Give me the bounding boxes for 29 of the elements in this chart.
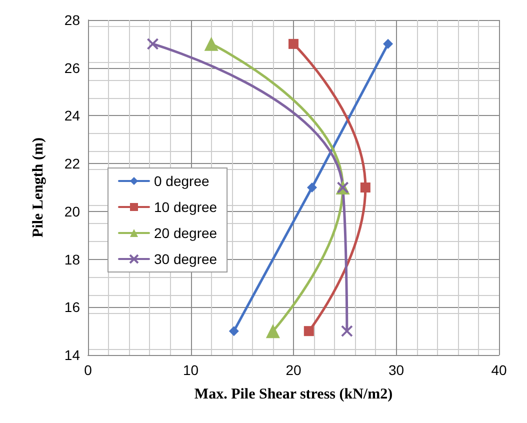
point [146,38,159,50]
x-tick-label: 30 [388,362,404,378]
y-tick-label: 28 [64,12,80,28]
legend-label: 30 degree [154,251,218,267]
legend-label: 0 degree [154,173,210,189]
point [306,182,317,192]
point [304,326,314,336]
point [266,324,280,338]
legend-label: 10 degree [154,199,218,215]
y-tick-label: 18 [64,251,80,268]
x-tick-label: 40 [491,362,507,378]
y-axis-title: Pile Length (m) [30,138,46,238]
y-tick-label: 16 [64,299,80,316]
point [228,326,239,336]
point [360,182,370,192]
x-axis-title: Max. Pile Shear stress (kN/m2) [194,386,393,402]
x-tick-label: 10 [182,362,199,378]
legend-label: 20 degree [154,225,218,241]
y-tick-label: 26 [64,60,80,76]
point [288,38,298,49]
point [204,36,218,51]
x-tick-label: 0 [84,362,92,378]
y-tick-label: 20 [64,203,80,220]
point [383,38,394,49]
x-tick-label: 20 [286,362,302,378]
y-tick-label: 14 [64,347,80,363]
y-tick-label: 22 [64,156,80,172]
point [340,325,353,338]
y-tick-label: 24 [64,108,80,124]
